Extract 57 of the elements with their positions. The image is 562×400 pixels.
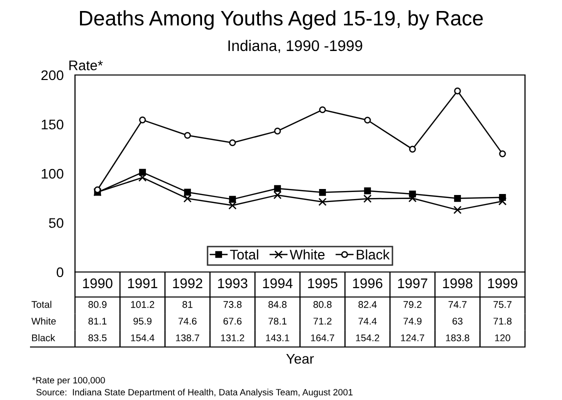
data-label: 183.8 bbox=[446, 334, 470, 342]
x-tick-label: 1990 bbox=[83, 278, 112, 288]
data-label: 67.6 bbox=[224, 318, 242, 325]
data-label: 74.4 bbox=[358, 318, 377, 325]
y-tick-label: 150 bbox=[42, 120, 64, 130]
x-axis-title: Year bbox=[286, 354, 314, 364]
y-tick-label: 100 bbox=[42, 168, 64, 179]
data-label: 101.2 bbox=[131, 301, 154, 308]
text: *Rate per 100,000 bbox=[32, 377, 105, 386]
x-tick-label: 1992 bbox=[173, 278, 202, 288]
y-tick-label: 0 bbox=[56, 267, 64, 278]
data-label: 74.6 bbox=[178, 318, 197, 325]
source-note: Source: Indiana State Department of Health, Data Analysis Team, August 2001 bbox=[36, 388, 353, 398]
data-label: 74.9 bbox=[404, 318, 422, 325]
data-label: 79.2 bbox=[404, 301, 422, 308]
data-label: 74.7 bbox=[448, 301, 466, 308]
data-label: 84.8 bbox=[268, 301, 287, 308]
text: Black bbox=[32, 334, 56, 342]
y-axis-title: Rate* bbox=[69, 60, 103, 70]
data-label: 71.8 bbox=[494, 318, 512, 325]
data-label: 154.4 bbox=[131, 334, 154, 342]
data-label: 124.7 bbox=[401, 334, 424, 342]
x-tick-label: 1991 bbox=[128, 278, 158, 288]
x-tick-label: 1996 bbox=[353, 278, 382, 288]
data-label: 95.9 bbox=[133, 318, 152, 325]
data-label: 131.2 bbox=[221, 334, 244, 342]
data-label: 80.9 bbox=[88, 301, 106, 308]
data-label: 80.8 bbox=[313, 301, 332, 308]
data-label: 138.7 bbox=[176, 334, 200, 342]
x-tick-label: 1995 bbox=[308, 278, 338, 288]
chart-subtitle: Indiana, 1990 -1999 bbox=[228, 40, 362, 53]
data-label: 78.1 bbox=[268, 318, 286, 325]
x-tick-label: 1994 bbox=[263, 278, 293, 288]
legend-label: White bbox=[290, 249, 325, 260]
data-label: 73.8 bbox=[224, 301, 242, 308]
data-label: 83.5 bbox=[88, 334, 107, 342]
data-label: 75.7 bbox=[494, 301, 512, 308]
text: White bbox=[31, 317, 56, 325]
x-tick-label: 1998 bbox=[443, 278, 472, 288]
data-label: 71.2 bbox=[314, 318, 332, 325]
y-tick-label: 200 bbox=[41, 70, 64, 80]
data-label: 120 bbox=[495, 334, 510, 342]
data-label: 164.7 bbox=[311, 334, 334, 342]
x-tick-label: 1999 bbox=[488, 278, 518, 288]
legend-label: Total bbox=[230, 249, 258, 260]
data-label: 63 bbox=[452, 318, 462, 325]
x-tick-label: 1997 bbox=[398, 278, 428, 288]
data-label: 143.1 bbox=[266, 334, 290, 342]
data-label: 154.2 bbox=[356, 334, 380, 342]
x-tick-label: 1993 bbox=[218, 278, 248, 288]
text: Total bbox=[32, 300, 52, 308]
legend-label: Black bbox=[356, 249, 390, 260]
y-tick-label: 50 bbox=[48, 218, 64, 228]
data-label: 82.4 bbox=[358, 301, 377, 308]
data-label: 81 bbox=[182, 301, 192, 308]
data-label: 81.1 bbox=[88, 318, 106, 325]
chart-title: Deaths Among Youths Aged 15-19, by Race bbox=[80, 10, 483, 30]
